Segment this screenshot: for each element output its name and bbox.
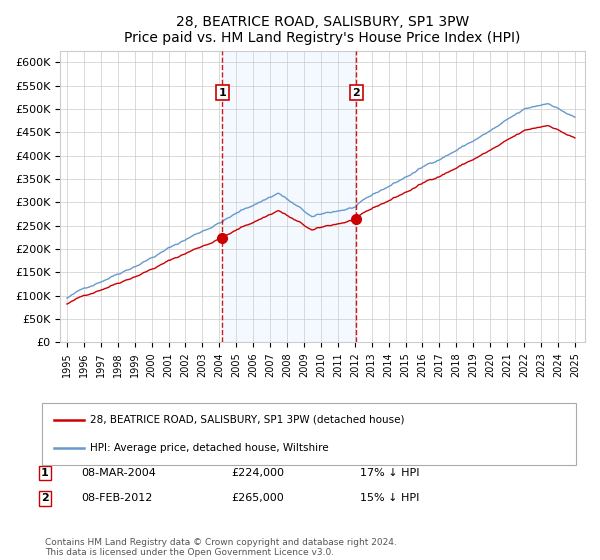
Text: 2: 2: [41, 493, 49, 503]
Text: HPI: Average price, detached house, Wiltshire: HPI: Average price, detached house, Wilt…: [90, 443, 329, 453]
Text: £265,000: £265,000: [231, 493, 284, 503]
Text: Contains HM Land Registry data © Crown copyright and database right 2024.
This d: Contains HM Land Registry data © Crown c…: [45, 538, 397, 557]
Bar: [223, 50, 356, 342]
Text: 08-FEB-2012: 08-FEB-2012: [81, 493, 152, 503]
Text: 2: 2: [353, 87, 361, 97]
Text: 1: 1: [218, 87, 226, 97]
Text: £224,000: £224,000: [231, 468, 284, 478]
Text: 08-MAR-2004: 08-MAR-2004: [81, 468, 156, 478]
Text: 1: 1: [41, 468, 49, 478]
Text: 28, BEATRICE ROAD, SALISBURY, SP1 3PW (detached house): 28, BEATRICE ROAD, SALISBURY, SP1 3PW (d…: [90, 415, 404, 425]
Text: 15% ↓ HPI: 15% ↓ HPI: [360, 493, 419, 503]
Text: 17% ↓ HPI: 17% ↓ HPI: [360, 468, 419, 478]
Title: 28, BEATRICE ROAD, SALISBURY, SP1 3PW
Price paid vs. HM Land Registry's House Pr: 28, BEATRICE ROAD, SALISBURY, SP1 3PW Pr…: [124, 15, 521, 45]
